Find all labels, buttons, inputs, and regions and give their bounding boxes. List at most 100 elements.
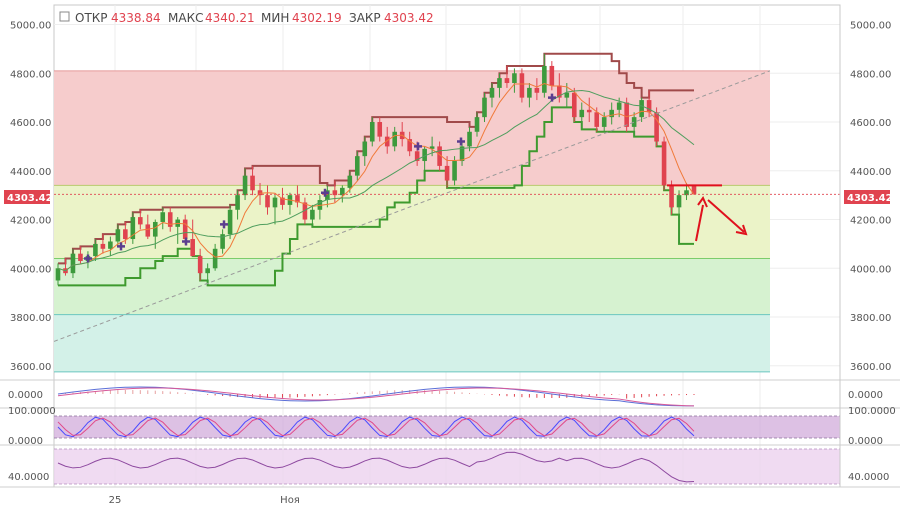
ichimoku-lower-line (58, 106, 694, 287)
candle-body (369, 122, 375, 142)
fibonacci-zones (54, 70, 770, 373)
candle-body (684, 190, 689, 196)
candle-body (145, 224, 151, 237)
candle-body (212, 248, 218, 269)
candle-body (182, 219, 188, 240)
y-tick-left: 3800.00 (10, 313, 51, 324)
y-tick-left: 4200.00 (10, 216, 51, 227)
candle-body (467, 131, 472, 147)
oscillator-tick-left: 0.0000 (8, 390, 43, 401)
candles (55, 53, 697, 286)
candle-body (197, 256, 203, 274)
zone-yellow (54, 185, 770, 259)
candle-body (272, 197, 278, 208)
open-label: ОТКР (75, 11, 108, 25)
down-arrowhead (735, 224, 748, 236)
axes: 5000.00 5000.00 4800.00 4800.00 4600.00 4600.… (8, 5, 896, 506)
pivot-marker (84, 254, 92, 263)
candle-body (669, 185, 674, 208)
candle-body (646, 100, 652, 113)
candle-body (332, 190, 338, 196)
candle-body (340, 187, 345, 196)
x-tick-label: 25 (109, 495, 122, 506)
candle-body (519, 73, 525, 98)
candle-body (70, 253, 76, 274)
up-arrow-annotation (695, 204, 704, 242)
candle-body (377, 122, 383, 137)
low-value: 4302.19 (292, 11, 342, 25)
pivot-marker (117, 242, 125, 251)
candle-body (347, 175, 353, 188)
price-badge-right: 4303.42 (844, 190, 893, 204)
candle-body (302, 202, 308, 220)
y-tick-left: 3600.00 (10, 362, 51, 373)
candle-body (691, 185, 697, 195)
candle-body (676, 195, 682, 208)
candle-body (167, 212, 173, 227)
pivot-marker (182, 237, 190, 246)
y-tick-right: 4800.00 (850, 69, 891, 80)
y-tick-right: 3600.00 (850, 362, 891, 373)
candle-body (616, 102, 622, 110)
candle-body (504, 78, 510, 84)
candle-body (661, 141, 667, 186)
y-tick-right: 4200.00 (850, 216, 891, 227)
pivot-marker (414, 142, 422, 151)
candle-body (414, 151, 420, 162)
price-badge-left-text: 4303.42 (7, 193, 53, 204)
candle-body (100, 243, 106, 249)
oscillator-tick-right: 40.0000 (848, 472, 889, 483)
candle-body (482, 97, 487, 118)
candle-body (534, 87, 540, 93)
candle-body (571, 92, 577, 118)
trend-line (53, 70, 771, 342)
rsi-band (54, 449, 840, 484)
candle-body (437, 146, 442, 166)
candle-body (115, 229, 121, 242)
candle-body (93, 243, 98, 257)
y-tick-right: 4600.00 (850, 118, 891, 129)
candle-body (190, 239, 195, 257)
price-badge-left: 4303.42 (4, 190, 53, 204)
candle-body (452, 161, 457, 181)
candle-body (429, 146, 435, 149)
rsi-line (57, 451, 695, 483)
pivot-marker (220, 220, 228, 229)
y-tick-left: 4000.00 (10, 264, 51, 275)
slow-moving-average (57, 89, 695, 272)
candle-body (489, 87, 495, 98)
close-value: 4303.42 (384, 11, 434, 25)
candle-body (235, 195, 240, 210)
candle-body (205, 268, 210, 274)
candle-body (542, 65, 547, 93)
close-label: ЗАКР (349, 11, 381, 25)
candle-body (265, 195, 270, 208)
candle-body (631, 117, 637, 127)
candle-body (242, 175, 248, 196)
candle-body (123, 229, 128, 240)
candle-body (108, 241, 113, 249)
pivot-marker (321, 188, 329, 197)
fast-moving-average (57, 82, 695, 272)
candle-body (579, 109, 585, 118)
candle-body (295, 195, 300, 203)
candle-body (624, 102, 629, 127)
candle-body (422, 148, 427, 162)
collapse-icon[interactable] (59, 11, 70, 22)
y-tick-right: 3800.00 (850, 313, 891, 324)
y-tick-right: 4400.00 (850, 167, 891, 178)
candle-body (459, 146, 465, 162)
candle-body (474, 117, 480, 132)
candle-body (354, 156, 360, 176)
candle-body (654, 112, 659, 142)
pivot-marker (548, 93, 556, 102)
y-tick-right: 5000.00 (850, 21, 891, 32)
candle-body (557, 85, 562, 98)
down-arrow-annotation (707, 199, 745, 233)
oscillator-tick-right: 0.0000 (848, 436, 883, 447)
oscillator-tick-right: 100.0000 (848, 406, 896, 417)
oscillator-tick-right: 0.0000 (848, 390, 883, 401)
candle-body (160, 212, 166, 222)
